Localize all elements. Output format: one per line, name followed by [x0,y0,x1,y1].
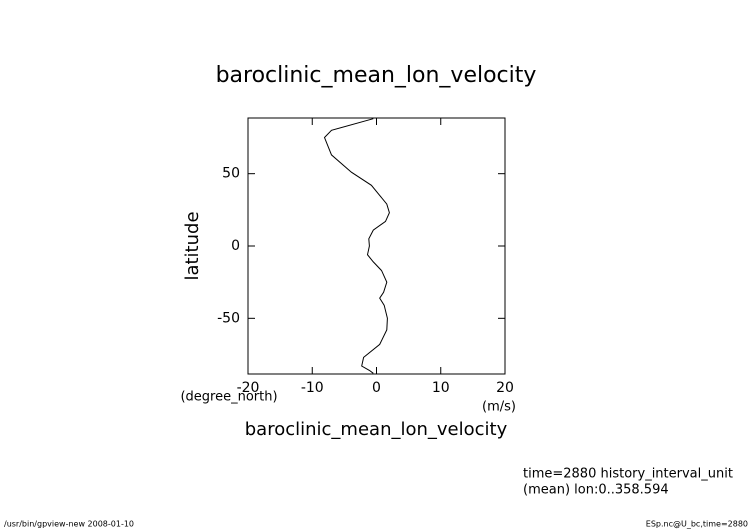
x-units: (m/s) [482,400,516,415]
footer-left: /usr/bin/gpview-new 2008-01-10 [4,520,134,529]
x-axis-label: baroclinic_mean_lon_velocity [245,419,508,440]
plot-frame [247,117,506,375]
y-units: (degree_north) [180,390,277,405]
x-tick-label: 10 [432,380,450,396]
x-tick-label: -20 [237,380,260,396]
note: (mean) lon:0..358.594 [523,483,669,498]
y-tick-label: 0 [231,238,240,254]
y-axis-label: latitude [182,211,203,280]
y-tick-label: 50 [222,166,240,182]
footer-right: ESp.nc@U_bc,time=2880 [646,520,748,529]
chart-title: baroclinic_mean_lon_velocity [216,63,537,88]
x-tick-label: -10 [301,380,324,396]
note: time=2880 history_interval_unit [523,467,733,482]
y-tick-label: -50 [217,310,240,326]
x-tick-label: 20 [496,380,514,396]
line [323,118,390,374]
x-tick-label: 0 [372,380,381,396]
